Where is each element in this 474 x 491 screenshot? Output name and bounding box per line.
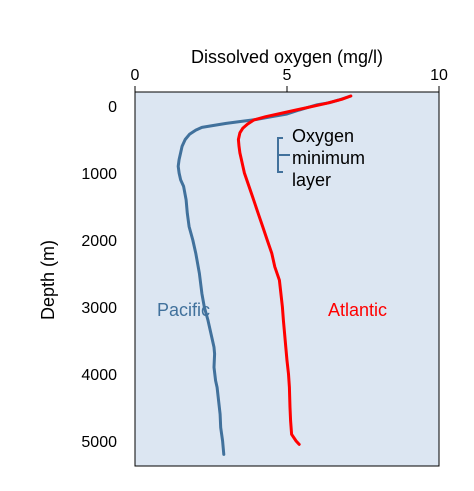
oxygen-minimum-label-line1: Oxygen [292,126,354,146]
x-tick-label: 10 [430,67,448,84]
x-tick-label: 0 [131,67,140,84]
pacific-label: Pacific [157,300,210,320]
y-tick-label: 0 [108,99,117,116]
oxygen-minimum-bracket [277,137,290,173]
y-tick-label: 4000 [81,367,117,384]
oxygen-minimum-label-line2: minimum [292,148,365,168]
x-axis-title: Dissolved oxygen (mg/l) [191,47,383,67]
y-tick-label: 3000 [81,300,117,317]
atlantic-label: Atlantic [328,300,387,320]
y-tick-label: 5000 [81,434,117,451]
series-line-pacific [176,94,353,456]
y-tick-label: 2000 [81,233,117,250]
series-layer [176,94,353,456]
x-tick-label: 5 [283,67,292,84]
x-axis: 0 5 10 [131,67,448,92]
oxygen-minimum-label-line3: layer [292,170,331,190]
y-tick-label: 1000 [81,166,117,183]
y-axis-title: Depth (m) [38,240,58,320]
y-axis: 0 1000 2000 3000 4000 5000 [81,99,117,451]
series-line-atlantic [236,94,353,446]
